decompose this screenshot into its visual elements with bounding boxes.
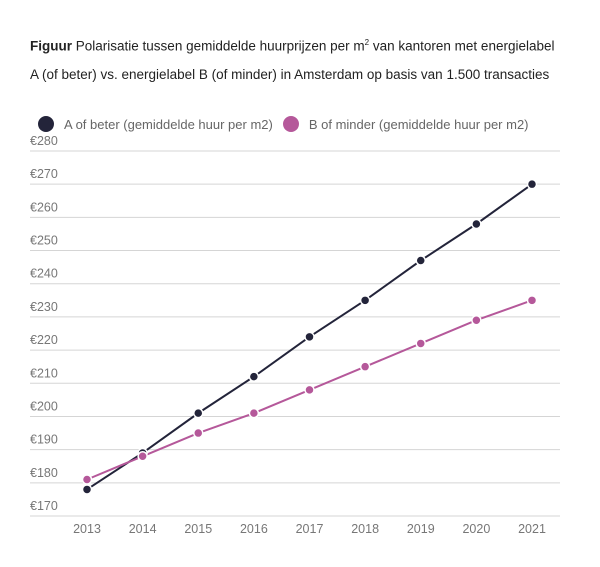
data-point-0 (415, 255, 426, 266)
data-point-1 (304, 384, 315, 396)
y-tick-label: €240 (30, 267, 58, 281)
x-tick-label: 2015 (184, 522, 212, 536)
x-tick-label: 2021 (518, 522, 546, 536)
data-point-0 (193, 407, 204, 419)
title-text: Polarisatie tussen gemiddelde huurprijze… (75, 38, 365, 54)
x-tick-label: 2016 (240, 522, 268, 536)
chart-title-line2: A (of beter) vs. energielabel B (of mind… (30, 67, 550, 82)
legend-label-b: B of minder (gemiddelde huur per m2) (308, 116, 529, 132)
legend-marker-b (282, 116, 299, 132)
legend: A of beter (gemiddelde huur per m2) B of… (38, 116, 539, 132)
y-tick-label: €210 (30, 366, 58, 380)
data-point-0 (81, 484, 93, 495)
x-tick-label: 2013 (73, 522, 101, 536)
legend-label-a: A of beter (gemiddelde huur per m2) (64, 116, 273, 132)
title-text-end: van kantoren met energielabel (369, 38, 555, 54)
data-point-1 (526, 295, 538, 306)
data-point-1 (81, 474, 93, 485)
y-tick-label: €250 (30, 234, 58, 248)
y-tick-label: €260 (30, 200, 58, 214)
y-tick-label: €280 (30, 134, 58, 148)
y-tick-label: €220 (30, 333, 58, 347)
data-point-0 (248, 371, 260, 382)
data-point-1 (137, 451, 148, 462)
y-tick-label: €270 (30, 167, 58, 181)
data-point-0 (304, 331, 315, 343)
data-point-1 (248, 407, 260, 419)
data-point-1 (415, 338, 426, 349)
data-point-0 (359, 295, 371, 306)
legend-item-a[interactable]: A of beter (gemiddelde huur per m2) (38, 116, 273, 132)
data-point-1 (471, 314, 482, 326)
y-tick-label: €180 (30, 466, 58, 480)
x-tick-label: 2017 (296, 522, 324, 536)
legend-marker-a (38, 116, 54, 132)
data-point-0 (471, 218, 482, 230)
data-point-0 (526, 178, 538, 190)
x-tick-label: 2020 (462, 522, 490, 536)
title-prefix: Figuur (30, 38, 72, 54)
data-point-1 (359, 361, 371, 372)
legend-item-b[interactable]: B of minder (gemiddelde huur per m2) (282, 116, 529, 132)
title-sup: 2 (364, 38, 370, 47)
chart-title-line1: Figuur Polarisatie tussen gemiddelde huu… (30, 38, 555, 54)
y-tick-label: €200 (30, 399, 58, 413)
y-tick-label: €190 (30, 433, 58, 447)
y-tick-label: €230 (30, 300, 58, 314)
data-point-1 (193, 427, 204, 439)
x-tick-label: 2018 (351, 522, 379, 536)
x-tick-label: 2019 (407, 522, 435, 536)
x-tick-label: 2014 (129, 522, 157, 536)
y-tick-label: €170 (30, 499, 58, 513)
